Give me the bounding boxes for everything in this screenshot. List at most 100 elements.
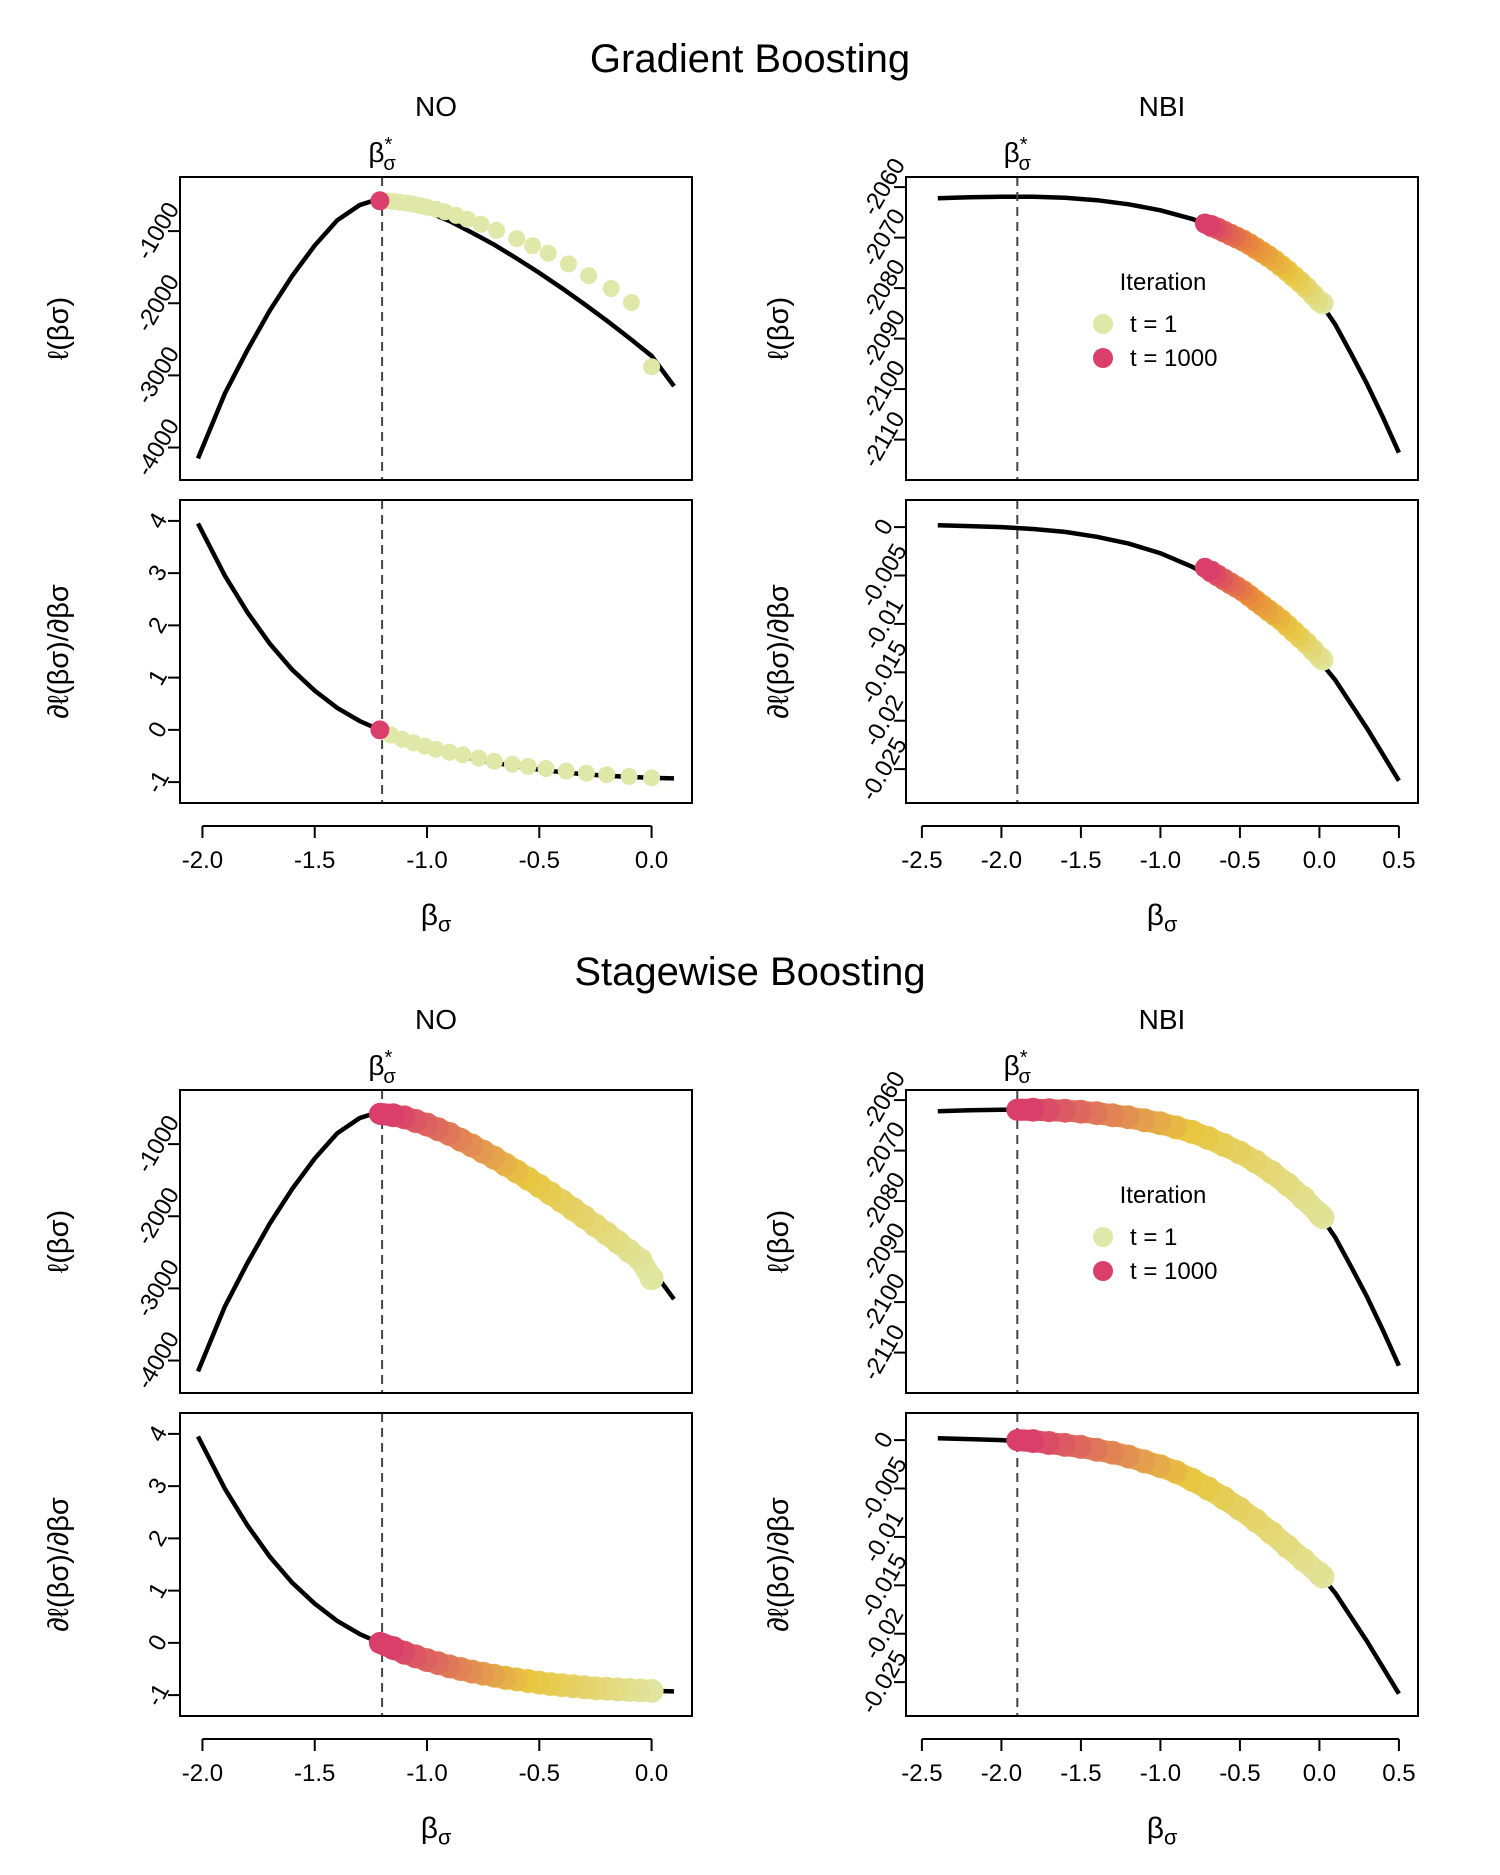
iteration-point: [470, 749, 488, 767]
iteration-point: [488, 221, 506, 239]
y-tick-label: 2: [143, 1526, 173, 1551]
x-tick-label: 0.5: [1382, 1760, 1415, 1787]
x-tick-label: -2.5: [901, 1760, 942, 1787]
y-tick-label: 0: [143, 1630, 173, 1655]
x-tick-label: 0.0: [1303, 1760, 1336, 1787]
block-title: Gradient Boosting: [590, 37, 910, 81]
y-tick-label: 0: [869, 515, 899, 540]
x-tick-label: -1.5: [1060, 1760, 1101, 1787]
iteration-point: [620, 767, 638, 785]
panel-frame: [905, 499, 1419, 804]
iteration-point: [578, 764, 595, 782]
column-title: NBI: [1139, 1004, 1186, 1035]
y-tick-label: 2: [143, 613, 173, 638]
x-tick-label: -2.0: [981, 847, 1022, 874]
x-tick-label: 0.5: [1382, 847, 1415, 874]
legend-label: t = 1: [1130, 311, 1177, 338]
y-tick-label: 0: [143, 717, 173, 742]
loglik-curve: [195, 522, 675, 781]
beta-star-label: β* σ: [368, 1047, 396, 1088]
x-tick-label: -2.0: [182, 1760, 223, 1787]
iteration-point: [370, 191, 390, 211]
y-tick-label: -1: [141, 1679, 175, 1711]
x-tick-label: -1.0: [1140, 847, 1181, 874]
panel-frame: [179, 176, 693, 481]
x-tick-label: -1.5: [294, 1760, 335, 1787]
x-tick-label: -1.0: [406, 847, 447, 874]
x-tick-label: 0.0: [635, 1760, 668, 1787]
x-tick-label: -1.5: [294, 847, 335, 874]
iteration-point: [472, 215, 490, 233]
x-tick-label: -0.5: [1219, 847, 1260, 874]
iteration-point: [537, 760, 555, 777]
iteration-point: [524, 237, 542, 255]
column-title: NO: [415, 91, 457, 122]
x-axis: -2.0 -1.5 -1.0 -0.5 0.0 βσ: [182, 825, 668, 936]
block-title: Stagewise Boosting: [574, 950, 925, 994]
y-axis-label: ℓ(βσ): [763, 1210, 795, 1273]
panel-bottom: 4 3 2 1 0 -1 ∂ℓ(βσ)/∂βσ: [43, 499, 693, 804]
x-tick-label: -1.5: [1060, 847, 1101, 874]
legend: Iteration t = 1 t = 1000: [1093, 1182, 1217, 1285]
iteration-point: [503, 755, 521, 773]
iteration-point: [454, 746, 472, 764]
y-tick-label: 1: [143, 665, 173, 690]
iteration-point-final: [369, 1632, 390, 1653]
y-tick-label: 4: [143, 508, 173, 533]
x-axis-label: βσ: [1147, 1812, 1178, 1849]
y-axis-label: ∂ℓ(βσ)/∂βσ: [43, 1497, 75, 1632]
y-tick-label: 4: [143, 1421, 173, 1446]
iteration-point-final: [1194, 213, 1215, 234]
x-tick-label: -2.0: [182, 847, 223, 874]
legend-swatch: [1093, 1227, 1113, 1247]
column-title: NBI: [1139, 91, 1186, 122]
y-tick-label: -1: [141, 766, 175, 798]
iteration-point: [485, 752, 503, 770]
beta-star-label: β* σ: [1004, 1047, 1032, 1088]
x-tick-label: 0.0: [1303, 847, 1336, 874]
iteration-point: [643, 358, 661, 376]
x-axis: -2.5 -2.0 -1.5 -1.0 -0.5 0.0 0.5 βσ: [901, 1738, 1416, 1849]
x-tick-label: -0.5: [519, 847, 560, 874]
x-tick-label: -0.5: [519, 1760, 560, 1787]
panel-frame: [905, 1412, 1419, 1717]
panel-frame: [179, 1089, 693, 1394]
legend-label: t = 1: [1130, 1224, 1177, 1251]
iteration-point: [560, 255, 577, 273]
iteration-point: [643, 769, 661, 787]
iteration-point: [519, 757, 537, 775]
loglik-curve: [195, 198, 676, 460]
legend-swatch: [1093, 314, 1113, 334]
legend-label: t = 1000: [1130, 1258, 1217, 1285]
x-axis: -2.5 -2.0 -1.5 -1.0 -0.5 0.0 0.5 βσ: [901, 825, 1416, 936]
y-axis-label: ∂ℓ(βσ)/∂βσ: [763, 584, 795, 719]
y-axis-label: ℓ(βσ): [43, 1210, 75, 1273]
iteration-point: [580, 267, 598, 285]
panel-bottom: 4 3 2 1 0 -1 ∂ℓ(βσ)/∂βσ: [43, 1412, 693, 1717]
x-tick-label: -2.0: [981, 1760, 1022, 1787]
legend-label: t = 1000: [1130, 345, 1217, 372]
iteration-point: [622, 294, 640, 311]
beta-star-label: β* σ: [368, 134, 396, 175]
x-axis-label: βσ: [421, 899, 452, 936]
iteration-point: [508, 230, 526, 248]
iteration-point: [602, 280, 620, 297]
iteration-point: [370, 720, 390, 740]
panel-frame: [179, 499, 693, 804]
iteration-point: [598, 766, 616, 784]
iteration-point: [557, 762, 575, 780]
y-tick-label: 3: [143, 561, 173, 586]
legend-swatch: [1093, 348, 1113, 368]
panel-frame: [905, 1089, 1419, 1394]
iteration-point-final: [1007, 1099, 1028, 1120]
panel-frame: [179, 1412, 693, 1717]
x-axis-label: βσ: [421, 1812, 452, 1849]
iteration-point-final: [1194, 557, 1215, 578]
y-tick-label: 3: [143, 1474, 173, 1499]
iteration-point: [441, 743, 458, 761]
y-axis-label: ℓ(βσ): [43, 297, 75, 360]
panel-bottom: 0-0.005-0.01-0.015-0.02-0.025∂ℓ(βσ)/∂βσ: [763, 1412, 1419, 1718]
legend-title: Iteration: [1120, 1182, 1207, 1209]
